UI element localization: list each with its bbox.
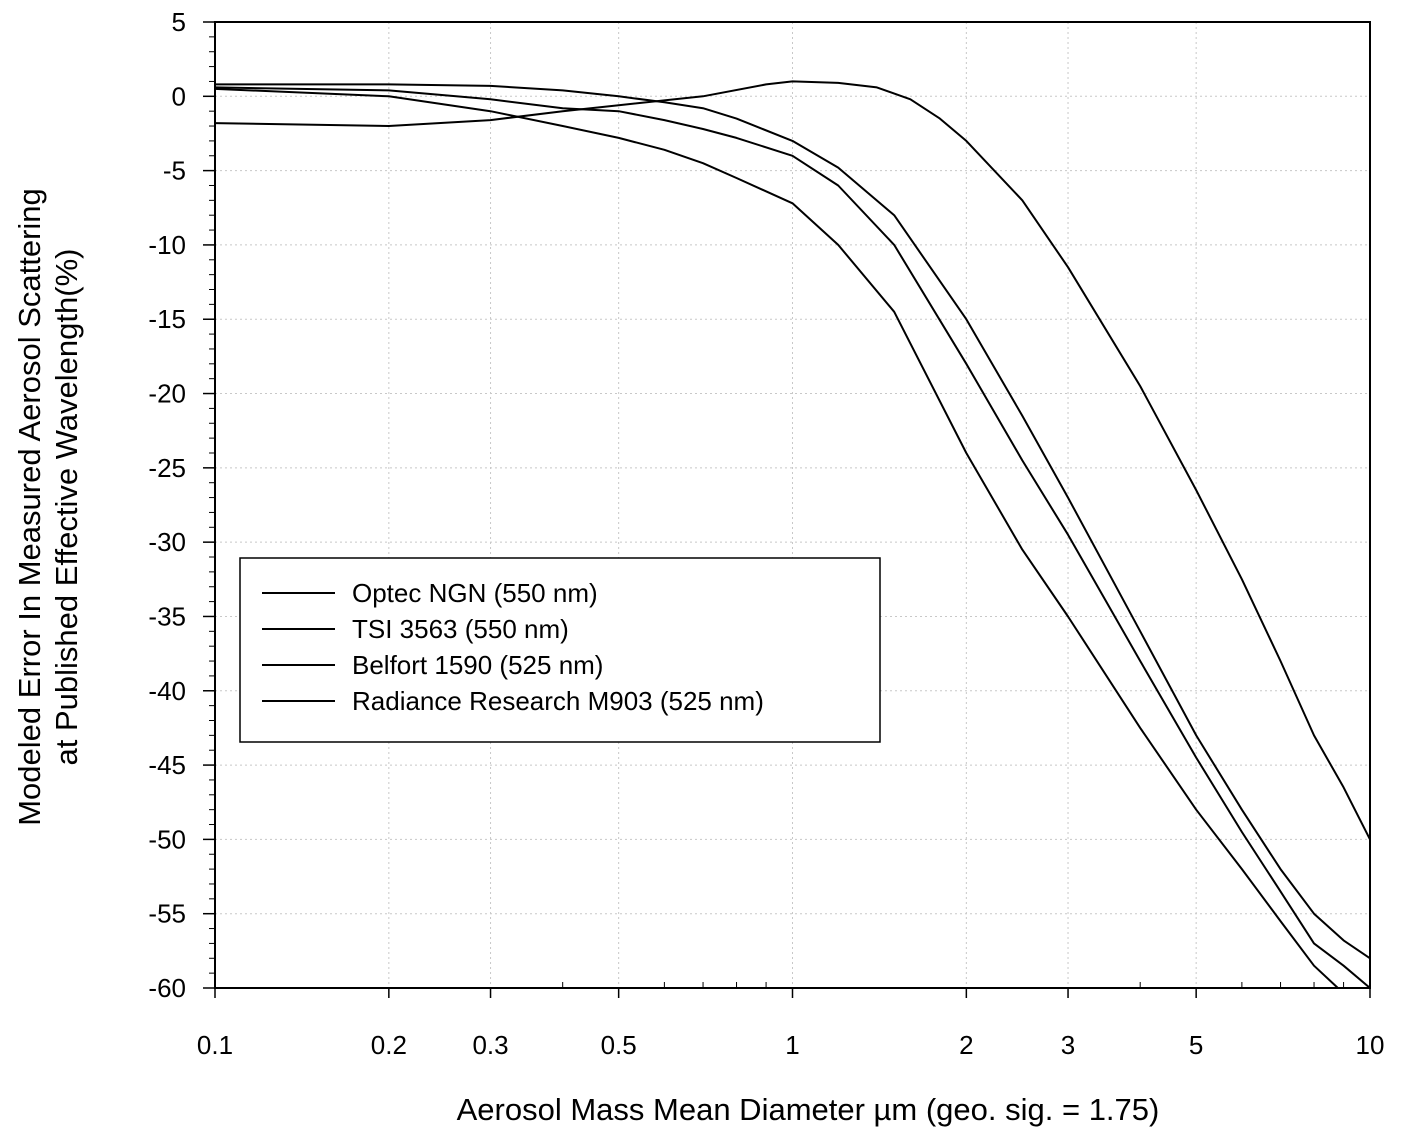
x-tick-label: 0.3 [472, 1030, 508, 1060]
legend-label: Optec NGN (550 nm) [352, 578, 598, 608]
x-tick-label: 1 [785, 1030, 799, 1060]
y-tick-label: -55 [148, 899, 186, 929]
minor-ticks [209, 36, 1345, 988]
y-tick-label: -45 [148, 750, 186, 780]
y-tick-label: -50 [148, 824, 186, 854]
y-axis-title-line2: at Published Effective Wavelength(%) [49, 249, 84, 766]
x-tick-label: 0.2 [371, 1030, 407, 1060]
x-tick-label: 2 [959, 1030, 973, 1060]
series-line-4 [214, 87, 1339, 989]
x-axis-title: Aerosol Mass Mean Diameter µm (geo. sig.… [457, 1092, 1160, 1127]
y-tick-label: -15 [148, 304, 186, 334]
gridlines [215, 22, 1370, 988]
x-tick-label: 0.5 [601, 1030, 637, 1060]
y-tick-label: -5 [163, 156, 186, 186]
y-tick-label: -20 [148, 379, 186, 409]
series-line-2 [215, 83, 1371, 960]
legend-label: Radiance Research M903 (525 nm) [352, 686, 764, 716]
legend-box [239, 557, 881, 743]
y-tick-label: -60 [148, 973, 186, 1003]
y-axis-title: Modeled Error In Measured Aerosol Scatte… [12, 188, 84, 826]
y-axis-ticks: 5 0 -5 -10 -15 -20 -25 -30 -35 -40 -45 -50 -55 -60 [148, 7, 215, 1003]
x-tick-label: 5 [1189, 1030, 1203, 1060]
legend-label: TSI 3563 (550 nm) [352, 614, 569, 644]
x-tick-label: 10 [1356, 1030, 1385, 1060]
x-axis-ticks: 0.1 0.2 0.3 0.5 1 2 3 5 10 [197, 988, 1385, 1060]
series-line-1 [214, 80, 1371, 840]
series-line-3 [214, 86, 1371, 989]
legend-label: Belfort 1590 (525 nm) [352, 650, 603, 680]
y-tick-label: -25 [148, 453, 186, 483]
y-tick-label: -10 [148, 230, 186, 260]
x-tick-label: 0.1 [197, 1030, 233, 1060]
y-tick-label: -30 [148, 527, 186, 557]
y-tick-label: 0 [172, 81, 186, 111]
x-tick-label: 3 [1061, 1030, 1075, 1060]
y-tick-label: -40 [148, 676, 186, 706]
y-axis-title-line1: Modeled Error In Measured Aerosol Scatte… [12, 188, 47, 826]
series-lines [214, 80, 1371, 989]
y-tick-label: -35 [148, 601, 186, 631]
legend: Optec NGN (550 nm) TSI 3563 (550 nm) Belfo… [239, 557, 881, 743]
y-tick-label: 5 [172, 7, 186, 37]
